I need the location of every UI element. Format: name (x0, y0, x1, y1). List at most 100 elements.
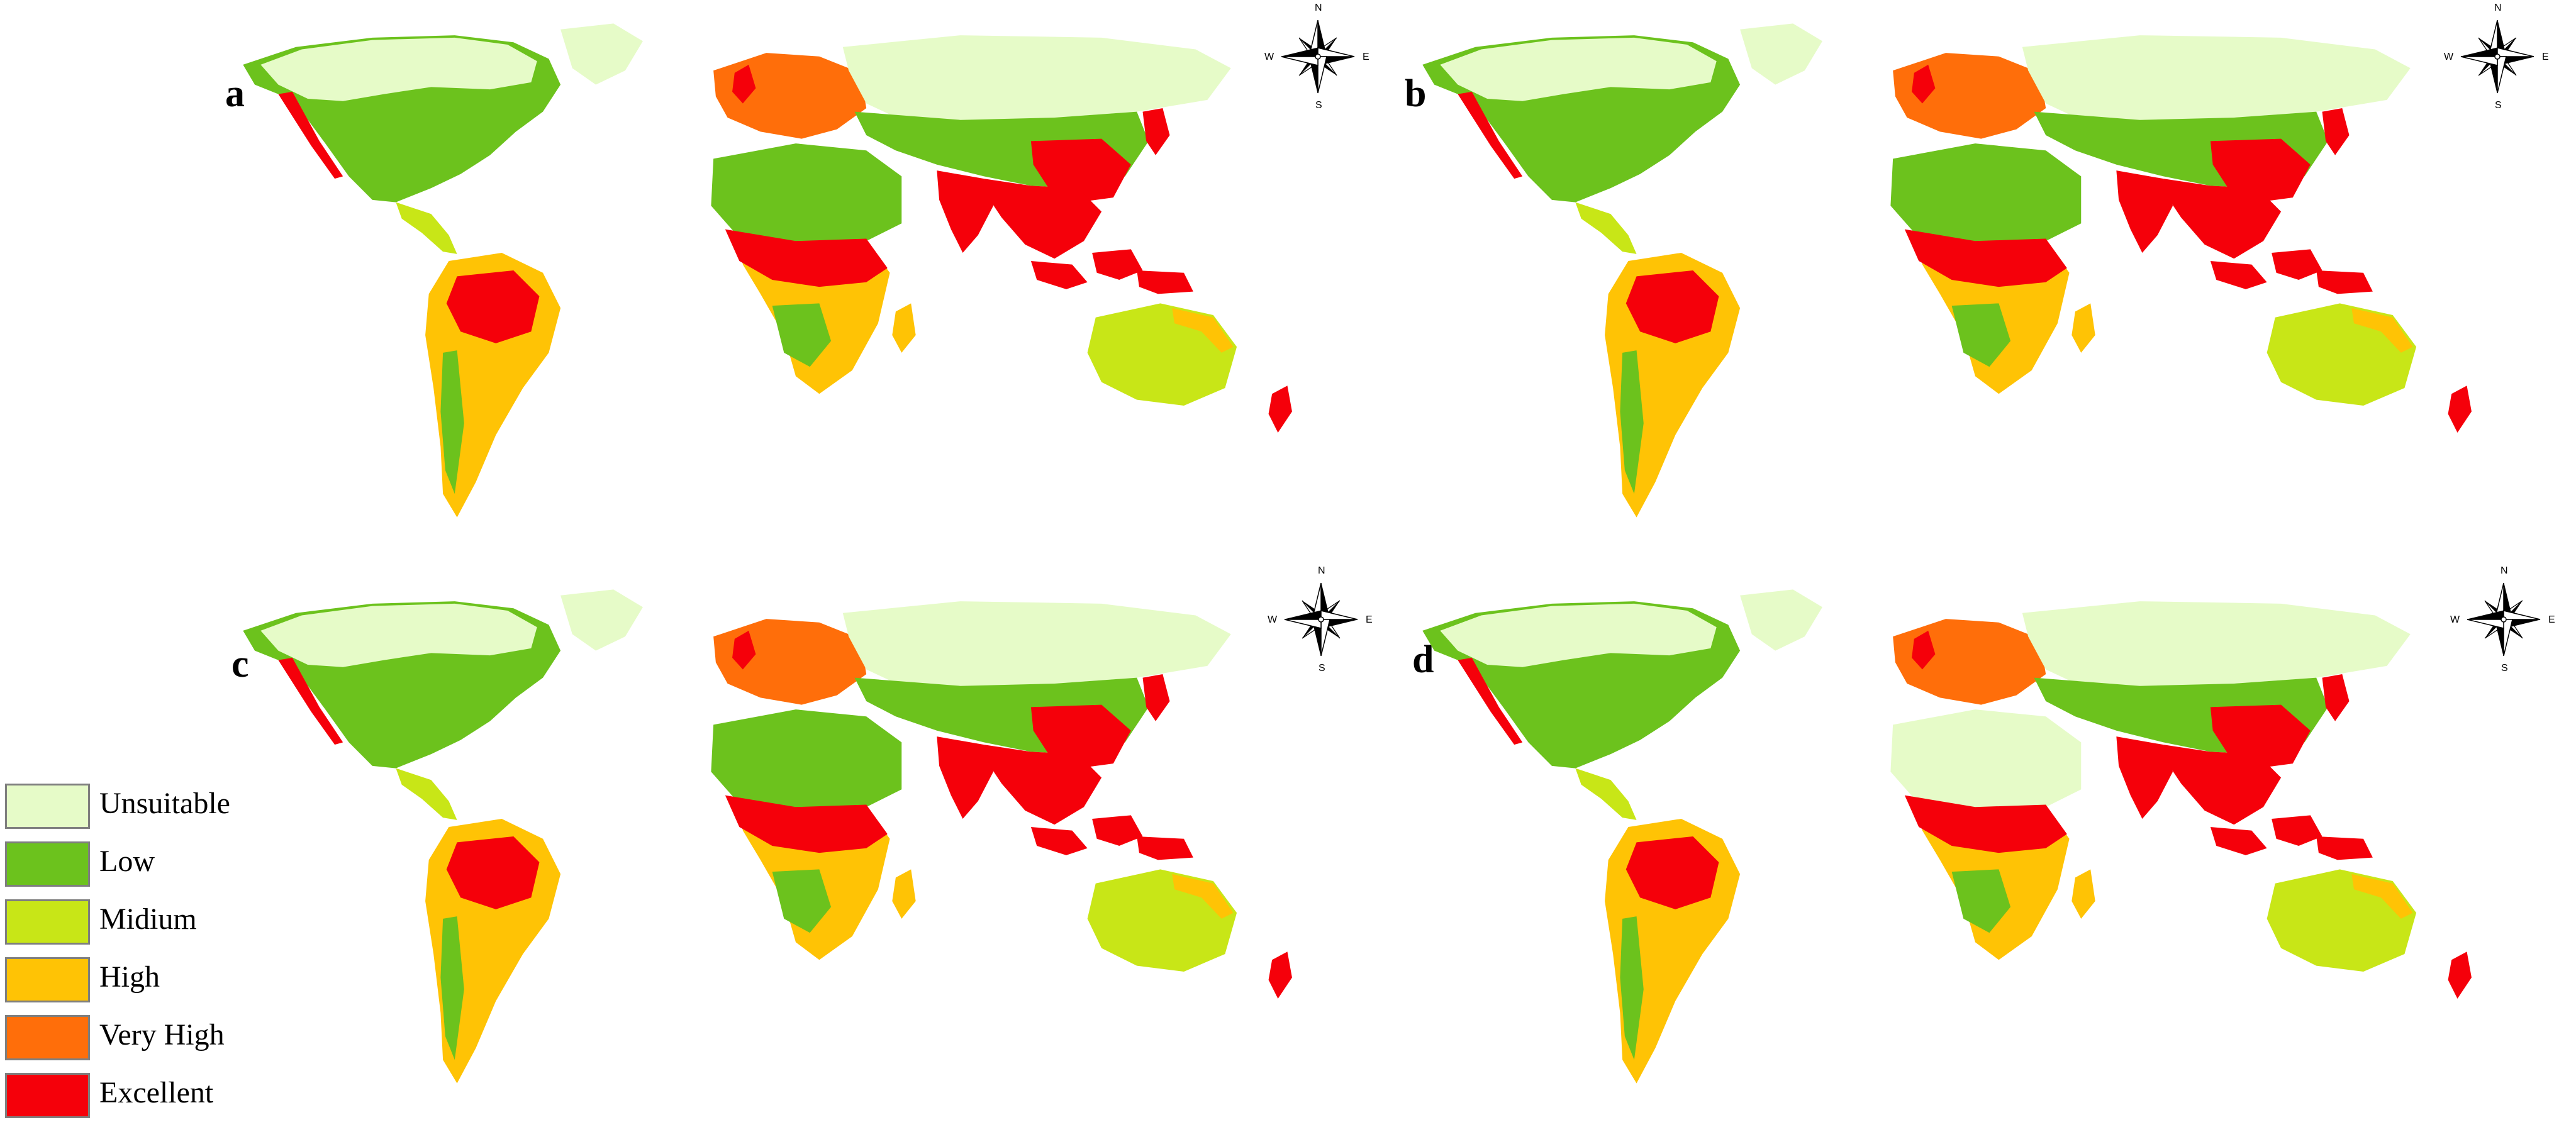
panel-label: b (1405, 72, 1427, 115)
compass-east-label: E (2548, 614, 2555, 625)
new-zealand-region (1268, 952, 1292, 999)
india-region (937, 170, 994, 253)
greenland-region (560, 589, 643, 651)
legend-label: Unsuitable (99, 787, 230, 820)
se-asia-region (984, 745, 1102, 825)
amazon-region (1625, 836, 1719, 909)
compass-south-label: S (1319, 663, 1325, 674)
indonesia-region-3 (1137, 270, 1193, 294)
legend-label: Low (99, 845, 155, 878)
africa-south-green-region (1951, 303, 2011, 367)
uk-region (732, 64, 756, 104)
india-region (2116, 170, 2173, 253)
africa-belt-region (1904, 229, 2067, 287)
world-suitability-map (1422, 23, 2472, 518)
panel-label: a (225, 72, 245, 115)
legend-label: High (99, 960, 160, 994)
indonesia-region-3 (2316, 836, 2373, 860)
world-suitability-map (243, 589, 1292, 1084)
africa-south-green-region (1951, 869, 2011, 933)
asia-north-region (842, 35, 1231, 123)
madagascar-region (892, 303, 916, 353)
se-asia-region (2163, 179, 2282, 259)
asia-north-region (2022, 35, 2411, 123)
australia-region (1087, 303, 1237, 406)
legend-swatch (5, 784, 90, 829)
japan-region (1142, 674, 1170, 721)
andes-region (1620, 916, 1644, 1060)
indonesia-region-1 (1030, 261, 1088, 289)
greenland-region (560, 23, 643, 85)
europe-region (1893, 619, 2046, 705)
central-america-region (1575, 202, 1637, 254)
legend-swatch (5, 1073, 90, 1118)
central-america-region (396, 768, 457, 820)
europe-region (713, 53, 867, 139)
legend-label: Midium (99, 902, 197, 936)
japan-region (1142, 108, 1170, 155)
asia-north-region (2022, 601, 2411, 689)
australia-region (2267, 303, 2417, 406)
africa-south-green-region (772, 869, 832, 933)
greenland-region (1740, 23, 1822, 85)
legend-label: Excellent (99, 1076, 214, 1109)
map-panel-a: a N S E W (208, 0, 1384, 541)
west-coast-region (1458, 657, 1523, 745)
compass-east-label: E (2542, 52, 2549, 62)
compass-west-label: W (2444, 52, 2454, 62)
uk-region (1912, 630, 1936, 670)
compass-south-label: S (2495, 100, 2502, 111)
madagascar-region (2071, 869, 2095, 919)
australia-coast-region (1172, 874, 1234, 919)
canada-region (260, 37, 537, 101)
india-region (2116, 736, 2173, 819)
australia-coast-region (1172, 308, 1234, 353)
canada-region (260, 603, 537, 667)
canada-region (1440, 37, 1717, 101)
compass-south-label: S (1315, 100, 1322, 111)
legend-swatch (5, 899, 90, 945)
uk-region (1912, 64, 1936, 104)
africa-north-region (1890, 143, 2082, 245)
amazon-region (446, 270, 540, 343)
compass-north-label: N (1318, 565, 1325, 576)
africa-belt-region (1904, 795, 2067, 853)
compass-north-label: N (2501, 565, 2508, 576)
panel-label: d (1412, 638, 1434, 681)
europe-region (1893, 53, 2046, 139)
compass-rose-icon: N S E W (1268, 565, 1374, 674)
africa-north-region (1890, 709, 2082, 811)
amazon-region (1625, 270, 1719, 343)
compass-rose-icon: N S E W (2450, 565, 2557, 674)
central-america-region (396, 202, 457, 254)
greenland-region (1740, 589, 1822, 651)
compass-rose-icon: N S E W (1264, 3, 1371, 111)
china-east-region (1030, 138, 1131, 203)
indonesia-region-1 (1030, 827, 1088, 855)
panel-label: c (231, 643, 249, 685)
japan-region (2322, 108, 2350, 155)
madagascar-region (2071, 303, 2095, 353)
indonesia-region-2 (2272, 815, 2322, 846)
indonesia-region-3 (1137, 836, 1193, 860)
compass-star-icon (1284, 582, 1358, 657)
compass-south-label: S (2501, 663, 2508, 674)
legend-swatch (5, 1015, 90, 1060)
indonesia-region-3 (2316, 270, 2373, 294)
compass-star-icon (1281, 19, 1355, 94)
central-america-region (1575, 768, 1637, 820)
map-panel-d: d N S E W (1387, 566, 2563, 1107)
map-panel-c: c N S E W (208, 566, 1384, 1107)
australia-region (1087, 869, 1237, 972)
compass-west-label: W (1268, 614, 1278, 625)
map-panel-b: b N S E W (1387, 0, 2563, 541)
china-east-region (2210, 704, 2311, 769)
legend-swatch (5, 841, 90, 887)
andes-region (440, 350, 464, 494)
new-zealand-region (1268, 386, 1292, 433)
indonesia-region-2 (2272, 249, 2322, 280)
australia-coast-region (2351, 308, 2413, 353)
compass-west-label: W (2450, 614, 2460, 625)
africa-belt-region (725, 229, 888, 287)
australia-region (2267, 869, 2417, 972)
